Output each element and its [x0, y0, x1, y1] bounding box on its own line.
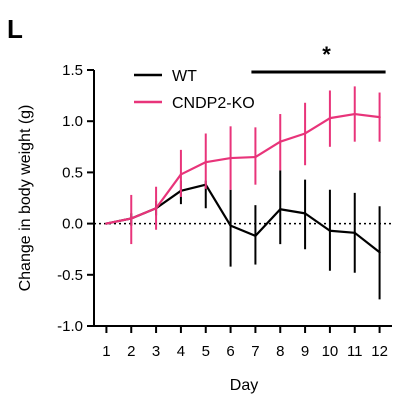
x-tick-label: 9 [301, 343, 309, 360]
x-tick-label: 6 [226, 343, 234, 360]
data-point [204, 160, 207, 164]
y-tick-label: 0.0 [62, 216, 83, 233]
x-tick-label: 1 [102, 343, 110, 360]
data-point [353, 112, 356, 116]
x-axis-title: Day [230, 377, 258, 394]
y-axis-title: Change in body weight (g) [17, 105, 34, 292]
data-point [254, 155, 257, 159]
data-point [353, 231, 356, 235]
data-point [303, 132, 307, 135]
significance-label: * [322, 42, 331, 67]
data-point [105, 222, 108, 225]
series-wt [105, 170, 381, 300]
series-line [106, 112, 380, 225]
legend-label: CNDP2-KO [172, 95, 255, 112]
x-tick-label: 10 [322, 343, 339, 360]
data-point [378, 251, 381, 254]
x-tick-label: 11 [347, 343, 363, 360]
data-point [229, 224, 232, 227]
series-layer [105, 86, 381, 300]
data-point [378, 115, 381, 119]
data-point [279, 140, 282, 143]
x-tick-label: 12 [371, 343, 388, 360]
series-cndp2-ko [105, 86, 381, 245]
x-tick-label: 3 [152, 343, 160, 360]
x-tick-label: 2 [127, 343, 135, 360]
x-tick-label: 4 [177, 343, 185, 360]
data-point [328, 229, 332, 232]
y-tick-label: -0.5 [57, 267, 83, 284]
y-tick-label: 0.5 [62, 164, 83, 181]
legend-label: WT [172, 68, 197, 85]
panel-letter: L [7, 14, 23, 44]
axes: -1.0-0.50.00.51.01.51 2 3 4 5 6 7 8 9 10 11 12 [57, 62, 392, 360]
data-point [254, 234, 257, 238]
data-point [328, 116, 332, 120]
data-point [229, 156, 232, 160]
data-point [179, 173, 183, 176]
series-line [106, 183, 381, 254]
data-point [130, 217, 133, 220]
data-point [303, 212, 307, 215]
data-point [154, 207, 158, 210]
significance-marker: * [251, 42, 386, 74]
x-tick-label: 7 [251, 343, 259, 360]
legend: WT CNDP2-KO [134, 68, 255, 112]
x-tick-label: 5 [202, 343, 210, 360]
data-point [279, 208, 282, 211]
x-tick-label: 8 [276, 343, 284, 360]
y-tick-label: 1.5 [62, 62, 83, 79]
y-tick-label: -1.0 [57, 318, 83, 335]
y-tick-label: 1.0 [62, 113, 83, 130]
